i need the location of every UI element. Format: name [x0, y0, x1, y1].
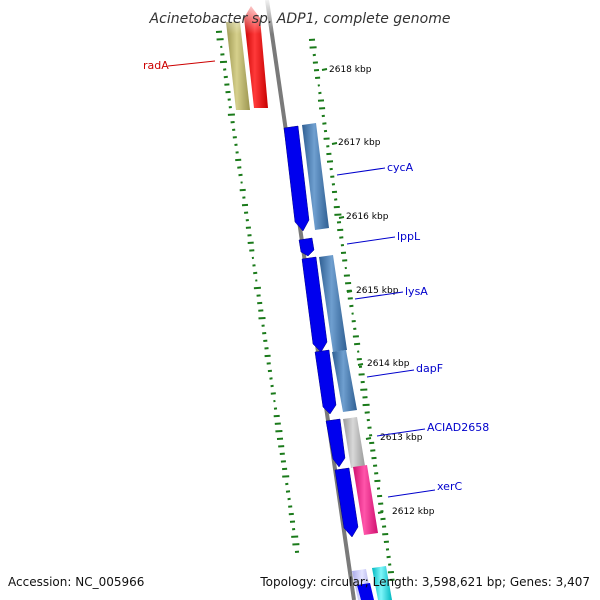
leader-xerC — [387, 489, 436, 498]
tick-label: 2614 kbp — [367, 359, 410, 369]
tick-2618: 2618 kbp — [321, 65, 372, 75]
gene-label-ACIAD2658[interactable]: ACIAD2658 — [427, 421, 489, 434]
tick-2615: 2615 kbp — [346, 286, 399, 296]
gene-label-dapF[interactable]: dapF — [416, 362, 443, 375]
feature-ACIAD2658-cog[interactable] — [343, 417, 365, 468]
leader-dapF — [366, 369, 415, 378]
feature-cycA-cog[interactable] — [302, 123, 329, 230]
tick-2614: 2614 kbp — [357, 359, 410, 369]
tick-2613: 2613 kbp — [365, 433, 423, 443]
genome-summary: Topology: circular; Length: 3,598,621 bp… — [259, 575, 590, 589]
tick-label: 2616 kbp — [346, 212, 389, 222]
tick-label: 2617 kbp — [338, 138, 381, 148]
tick-2612: 2612 kbp — [377, 507, 435, 517]
cds-cycA[interactable] — [283, 125, 310, 232]
tick-label: 2612 kbp — [392, 507, 435, 517]
gene-label-xerC[interactable]: xerC — [437, 480, 462, 493]
tick-label: 2613 kbp — [380, 433, 423, 443]
feature-dapF-cog[interactable] — [332, 350, 357, 412]
cds-dapF[interactable] — [314, 349, 337, 415]
feature-bottom-cds — [357, 583, 374, 600]
leader-ACIAD2658 — [376, 428, 426, 437]
tick-label: 2618 kbp — [329, 65, 372, 75]
feature-xerC-cog[interactable] — [353, 465, 378, 535]
feature-radA-cog[interactable] — [226, 22, 250, 110]
leader-lppL — [346, 236, 396, 245]
tick-label: 2615 kbp — [356, 286, 399, 296]
gene-label-radA[interactable]: radA — [143, 59, 169, 72]
gc-skew-track-right — [308, 38, 395, 581]
feature-lysA-cog[interactable] — [319, 255, 347, 352]
cds-xerC[interactable] — [334, 467, 359, 538]
tick-2616: 2616 kbp — [338, 212, 389, 222]
tick-2617: 2617 kbp — [331, 138, 381, 148]
gc-skew-track-left — [215, 30, 300, 553]
cds-lppL[interactable] — [298, 237, 315, 257]
gene-label-cycA[interactable]: cycA — [387, 161, 414, 174]
feature-bottom-cyan — [372, 566, 392, 600]
map-title: Acinetobacter sp. ADP1, complete genome — [149, 11, 451, 27]
gene-label-lysA[interactable]: lysA — [405, 285, 428, 298]
leader-cycA — [336, 167, 386, 176]
cds-ACIAD2658[interactable] — [325, 418, 346, 468]
gene-label-lppL[interactable]: lppL — [397, 230, 421, 243]
cds-lysA[interactable] — [301, 256, 328, 353]
leader-lysA — [354, 291, 404, 300]
fade-overlay — [220, 0, 275, 34]
leader-radA — [167, 60, 216, 67]
accession-label: Accession: NC_005966 — [8, 575, 144, 589]
